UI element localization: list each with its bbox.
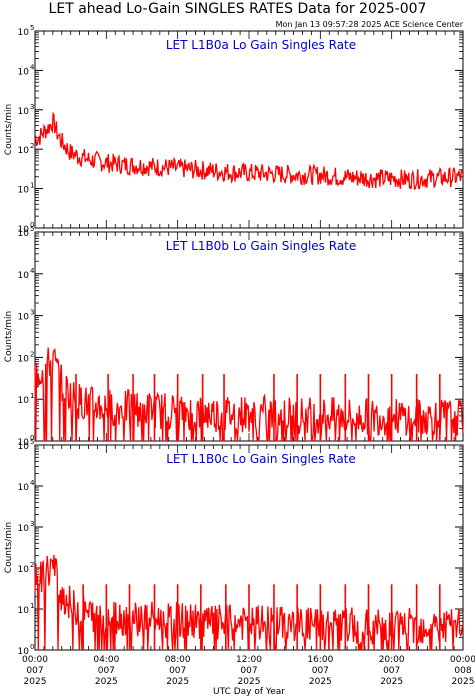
y-tick-label: 10	[18, 186, 30, 196]
x-tick-label: 2025	[452, 677, 475, 687]
x-tick-label: 16:00	[307, 655, 333, 665]
y-tick-label: 10	[18, 28, 30, 38]
y-tick-exponent: 3	[30, 309, 34, 317]
y-tick-label: 10	[18, 313, 30, 323]
x-axis-label: UTC Day of Year	[213, 687, 285, 697]
x-tick-label: 2025	[166, 677, 189, 687]
y-tick-label: 10	[18, 354, 30, 364]
y-axis-label: Counts/min	[4, 104, 14, 155]
y-tick-label: 10	[18, 67, 30, 77]
x-tick-label: 007	[169, 666, 186, 676]
y-tick-exponent: 5	[30, 438, 34, 446]
y-axis-label: Counts/min	[4, 522, 14, 573]
y-tick-label: 10	[18, 647, 30, 657]
plot-frame-1	[34, 30, 464, 229]
y-tick-exponent: 1	[30, 392, 34, 400]
y-tick-label: 10	[18, 606, 30, 616]
x-tick-label: 08:00	[165, 655, 191, 665]
y-tick-exponent: 1	[30, 602, 34, 610]
y-tick-label: 10	[18, 229, 30, 239]
x-tick-label: 2025	[24, 677, 47, 687]
timestamp: Mon Jan 13 09:57:28 2025 ACE Science Cen…	[275, 20, 463, 29]
x-tick-label: 04:00	[93, 655, 119, 665]
panel-title-2: LET L1B0b Lo Gain Singles Rate	[166, 239, 357, 253]
x-tick-label: 007	[26, 666, 43, 676]
y-axis-label: Counts/min	[4, 311, 14, 362]
x-tick-label: 2025	[309, 677, 332, 687]
y-tick-exponent: 0	[30, 643, 34, 651]
page-title: LET ahead Lo-Gain SINGLES RATES Data for…	[48, 1, 427, 17]
y-tick-exponent: 0	[30, 221, 34, 229]
y-tick-exponent: 2	[30, 142, 34, 150]
y-tick-label: 10	[18, 524, 30, 534]
x-tick-label: 2025	[380, 677, 403, 687]
y-tick-exponent: 1	[30, 182, 34, 190]
panel-title-1: LET L1B0a Lo Gain Singles Rate	[166, 38, 356, 52]
y-tick-label: 10	[18, 225, 30, 235]
series-line-1	[34, 111, 464, 190]
y-tick-exponent: 4	[30, 267, 35, 275]
y-tick-label: 10	[18, 438, 30, 448]
x-tick-label: 00:00	[22, 655, 48, 665]
y-tick-label: 10	[18, 442, 30, 452]
y-tick-exponent: 3	[30, 103, 34, 111]
y-tick-label: 10	[18, 271, 30, 281]
x-tick-label: 2025	[95, 677, 118, 687]
series-line-2	[34, 347, 464, 442]
x-tick-label: 12:00	[236, 655, 262, 665]
x-tick-label: 20:00	[379, 655, 405, 665]
y-tick-exponent: 4	[30, 479, 35, 487]
y-tick-exponent: 0	[30, 434, 34, 442]
y-tick-label: 10	[18, 483, 30, 493]
x-tick-label: 007	[312, 666, 329, 676]
x-tick-label: 2025	[238, 677, 261, 687]
y-tick-exponent: 2	[30, 350, 34, 358]
x-tick-label: 007	[383, 666, 400, 676]
y-tick-exponent: 5	[30, 225, 34, 233]
x-tick-label: 007	[98, 666, 115, 676]
y-tick-exponent: 3	[30, 520, 34, 528]
y-tick-exponent: 5	[30, 24, 34, 32]
x-tick-label: 007	[240, 666, 257, 676]
x-tick-label: 008	[454, 666, 471, 676]
y-tick-exponent: 4	[30, 63, 35, 71]
y-tick-label: 10	[18, 396, 30, 406]
x-tick-label: 00:00	[450, 655, 475, 665]
y-tick-label: 10	[18, 107, 30, 117]
y-tick-label: 10	[18, 565, 30, 575]
panel-title-3: LET L1B0c Lo Gain Singles Rate	[166, 452, 356, 466]
y-tick-label: 10	[18, 146, 30, 156]
y-tick-exponent: 2	[30, 561, 34, 569]
